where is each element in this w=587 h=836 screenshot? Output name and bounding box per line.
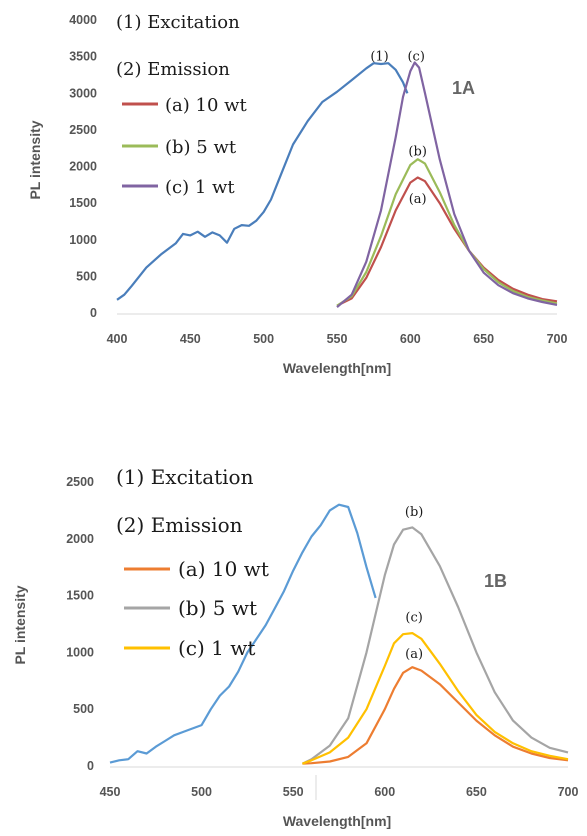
x-tick-label: 550 [327, 332, 348, 346]
x-tick-labels: 450 500 550 600 650 700 [100, 785, 579, 799]
legend-label-a: (a) 10 wt [165, 95, 248, 116]
x-tick-label: 450 [100, 785, 121, 799]
series-line-1-excitation [109, 503, 377, 764]
y-tick-label: 500 [76, 269, 97, 283]
y-tick-label: 2000 [66, 532, 94, 546]
chart-1a: 0 500 1000 1500 2000 2500 3000 3500 4000 400 450 5… [27, 12, 567, 376]
y-tick-label: 3500 [69, 50, 97, 64]
series-line-c-1-wt [336, 61, 558, 308]
y-tick-label: 2500 [69, 123, 97, 137]
y-tick-label: 1500 [69, 196, 97, 210]
x-tick-label: 550 [283, 785, 304, 799]
peak-annotation: (b) [405, 505, 423, 520]
series-line-1-excitation [116, 62, 409, 301]
y-axis-title: PL intensity [12, 585, 28, 664]
y-tick-label: 500 [73, 702, 94, 716]
legend-label-c: (c) 1 wt [165, 177, 235, 198]
series-line-b-5-wt [301, 526, 569, 765]
legend: (1) Excitation (2) Emission (a) 10 wt (b… [116, 12, 248, 198]
x-tick-labels: 400 450 500 550 600 650 700 [107, 332, 568, 346]
peak-annotations: (b) (c) (a) [405, 505, 423, 662]
y-tick-label: 4000 [69, 13, 97, 27]
x-tick-label: 650 [466, 785, 487, 799]
panel-label: 1A [452, 78, 475, 98]
series-lines [109, 503, 569, 765]
x-tick-label: 700 [547, 332, 568, 346]
series-line-a-10-wt [336, 176, 558, 307]
legend-header-excitation: (1) Excitation [116, 12, 240, 33]
legend-label-a: (a) 10 wt [178, 557, 269, 581]
y-axis-title: PL intensity [27, 120, 43, 199]
x-axis-title: Wavelength[nm] [283, 813, 391, 829]
x-tick-label: 500 [253, 332, 274, 346]
peak-annotation: (a) [409, 192, 427, 207]
legend-header-emission: (2) Emission [116, 513, 243, 537]
x-tick-label: 650 [473, 332, 494, 346]
x-tick-label: 450 [180, 332, 201, 346]
peak-annotation: (a) [405, 647, 423, 662]
x-tick-label: 600 [374, 785, 395, 799]
y-tick-label: 2000 [69, 160, 97, 174]
legend-label-b: (b) 5 wt [178, 596, 257, 620]
legend-header-emission: (2) Emission [116, 59, 230, 80]
peak-annotation: (b) [408, 145, 426, 160]
x-axis-title: Wavelength[nm] [283, 360, 391, 376]
x-tick-label: 400 [107, 332, 128, 346]
series-lines [116, 61, 558, 308]
legend-label-c: (c) 1 wt [178, 636, 255, 660]
x-tick-label: 700 [558, 785, 579, 799]
peak-annotations: (1) (c) (b) (a) [370, 49, 427, 207]
y-tick-label: 1500 [66, 589, 94, 603]
y-tick-label: 1000 [69, 233, 97, 247]
series-line-a-10-wt [302, 666, 569, 765]
y-tick-label: 0 [87, 759, 94, 773]
y-tick-label: 3000 [69, 86, 97, 100]
y-tick-labels: 0 500 1000 1500 2000 2500 3000 3500 4000 [69, 13, 97, 320]
peak-annotation: (c) [407, 49, 424, 64]
y-tick-label: 2500 [66, 475, 94, 489]
series-line-b-5-wt [336, 158, 558, 307]
peak-annotation: (1) [370, 49, 388, 64]
y-tick-label: 1000 [66, 645, 94, 659]
peak-annotation: (c) [405, 611, 422, 626]
y-tick-labels: 0 500 1000 1500 2000 2500 [66, 475, 94, 773]
legend-label-b: (b) 5 wt [165, 137, 237, 158]
x-tick-label: 600 [400, 332, 421, 346]
series-line-c-1-wt [302, 631, 569, 765]
y-tick-label: 0 [90, 306, 97, 320]
legend-header-excitation: (1) Excitation [116, 465, 254, 489]
x-tick-label: 500 [191, 785, 212, 799]
panel-label: 1B [484, 571, 507, 591]
legend: (1) Excitation (2) Emission (a) 10 wt (b… [116, 465, 269, 660]
